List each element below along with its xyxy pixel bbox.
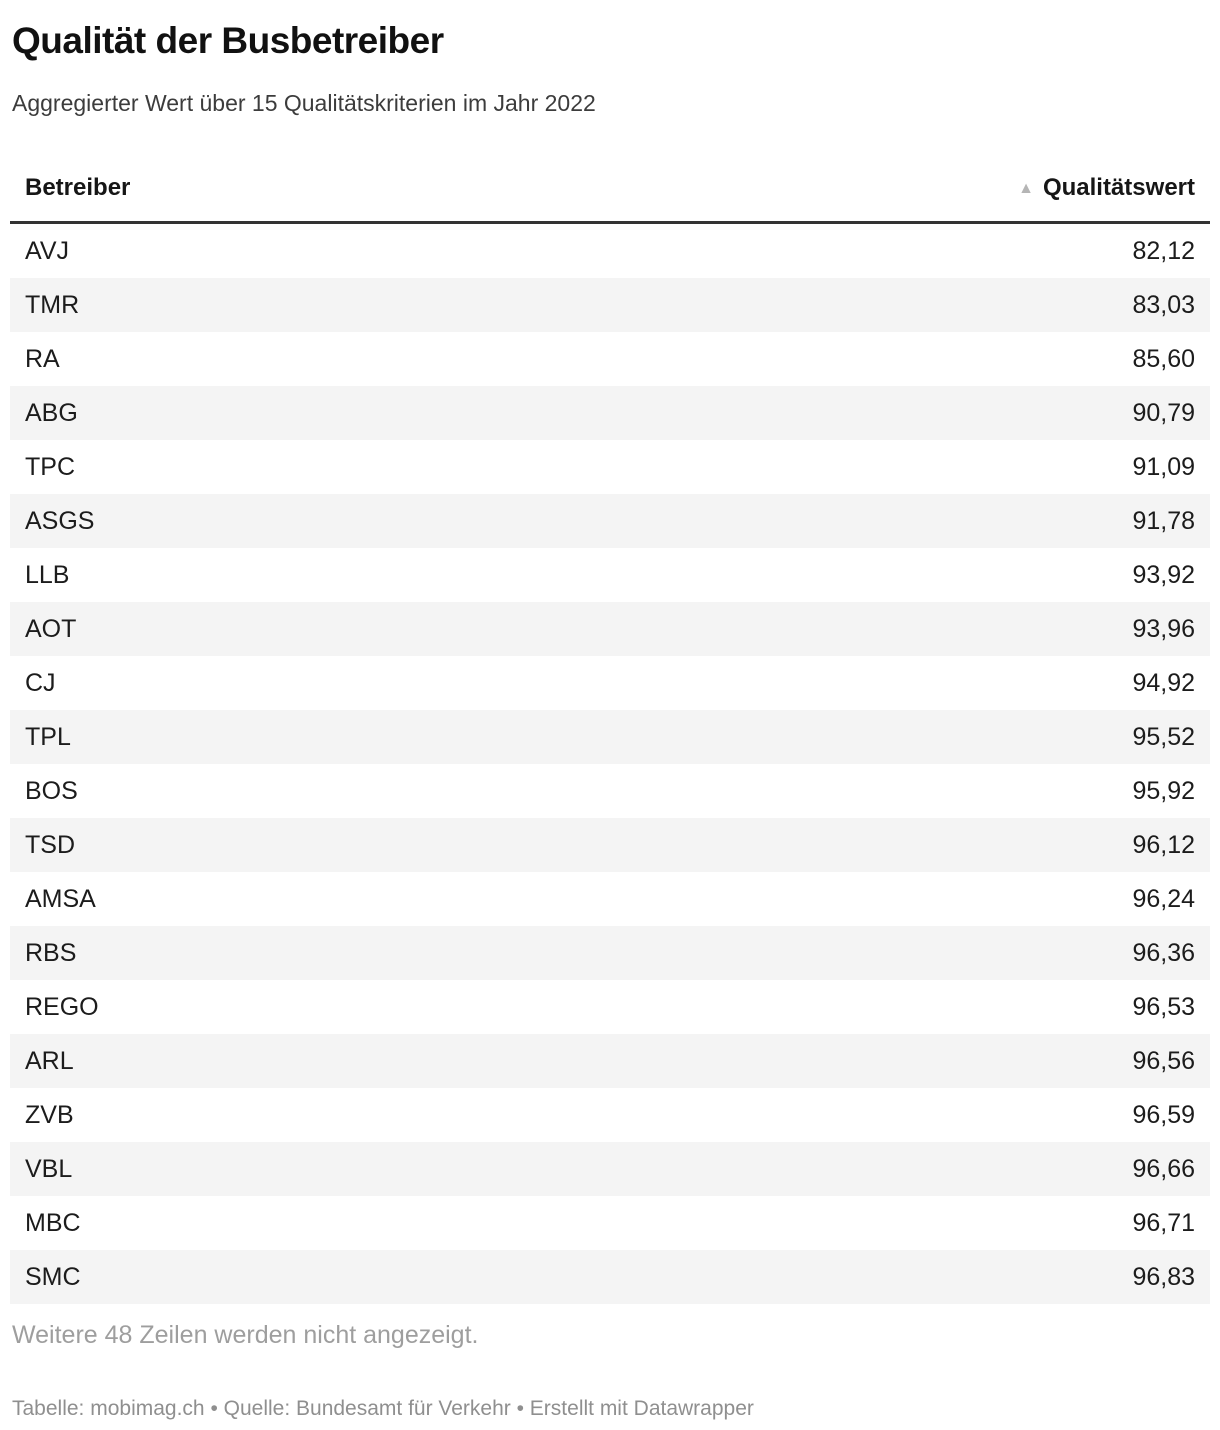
quality-value-cell: 83,03 xyxy=(1132,290,1195,319)
operator-cell: ZVB xyxy=(25,1100,74,1129)
column-header-betreiber-label: Betreiber xyxy=(25,174,131,201)
table-header-row: Betreiber ▲ Qualitätswert xyxy=(10,168,1210,224)
operator-cell: TPL xyxy=(25,722,71,751)
quality-value-cell: 96,66 xyxy=(1132,1154,1195,1183)
quality-value-cell: 82,12 xyxy=(1132,236,1195,265)
table-row: ARL 96,56 xyxy=(10,1034,1210,1088)
table-row: TPC 91,09 xyxy=(10,440,1210,494)
table-body: AVJ 82,12 TMR 83,03 RA 85,60 ABG 90,79 TPC 91,09 A… xyxy=(10,223,1210,1304)
table-row: TSD 96,12 xyxy=(10,818,1210,872)
quality-value-cell: 96,56 xyxy=(1132,1046,1195,1075)
quality-value-cell: 96,53 xyxy=(1132,992,1195,1021)
operator-cell: ARL xyxy=(25,1046,74,1075)
operator-cell: AVJ xyxy=(25,236,69,265)
quality-value-cell: 93,96 xyxy=(1132,614,1195,643)
table-row: BOS 95,92 xyxy=(10,764,1210,818)
table-header: Betreiber ▲ Qualitätswert xyxy=(10,168,1210,224)
operator-cell: ABG xyxy=(25,398,78,427)
attribution-link[interactable]: mobimag.ch xyxy=(90,1397,205,1420)
sort-ascending-icon: ▲ xyxy=(1018,180,1034,197)
table-row: VBL 96,66 xyxy=(10,1142,1210,1196)
table-row: LLB 93,92 xyxy=(10,548,1210,602)
column-header-qualitaetswert-label: Qualitätswert xyxy=(1042,174,1195,201)
operator-cell: RA xyxy=(25,344,60,373)
table-row: AMSA 96,24 xyxy=(10,872,1210,926)
hidden-rows-note: Weitere 48 Zeilen werden nicht angezeigt… xyxy=(12,1321,479,1349)
operator-cell: TMR xyxy=(25,290,80,319)
quality-value-cell: 96,36 xyxy=(1132,938,1195,967)
attribution-text: • Quelle: Bundesamt für Verkehr • Erstel… xyxy=(204,1397,634,1420)
quality-value-cell: 96,24 xyxy=(1132,884,1195,913)
operator-cell: CJ xyxy=(25,668,56,697)
table-row: MBC 96,71 xyxy=(10,1196,1210,1250)
chart-subtitle: Aggregierter Wert über 15 Qualitätskrite… xyxy=(12,90,596,116)
operator-cell: AOT xyxy=(25,614,77,643)
table-row: REGO 96,53 xyxy=(10,980,1210,1034)
quality-value-cell: 96,71 xyxy=(1132,1208,1195,1237)
quality-value-cell: 85,60 xyxy=(1132,344,1195,373)
attribution-line: Tabelle: mobimag.ch • Quelle: Bundesamt … xyxy=(12,1396,1210,1422)
table-row: TMR 83,03 xyxy=(10,278,1210,332)
quality-table: Betreiber ▲ Qualitätswert AVJ 82,12 TMR 83,0… xyxy=(10,168,1210,1304)
table-row: SMC 96,83 xyxy=(10,1250,1210,1304)
operator-cell: ASGS xyxy=(25,506,95,535)
operator-cell: RBS xyxy=(25,938,77,967)
operator-cell: TSD xyxy=(25,830,75,859)
operator-cell: VBL xyxy=(25,1154,73,1183)
table-row: CJ 94,92 xyxy=(10,656,1210,710)
operator-cell: MBC xyxy=(25,1208,81,1237)
quality-value-cell: 91,09 xyxy=(1132,452,1195,481)
quality-value-cell: 96,12 xyxy=(1132,830,1195,859)
table-row: AVJ 82,12 xyxy=(10,223,1210,279)
table-row: ABG 90,79 xyxy=(10,386,1210,440)
column-header-betreiber[interactable]: Betreiber xyxy=(10,168,610,224)
column-header-qualitaetswert[interactable]: ▲ Qualitätswert xyxy=(610,168,1210,224)
table-row: RBS 96,36 xyxy=(10,926,1210,980)
quality-value-cell: 96,59 xyxy=(1132,1100,1195,1129)
table-row: AOT 93,96 xyxy=(10,602,1210,656)
quality-value-cell: 95,92 xyxy=(1132,776,1195,805)
quality-value-cell: 95,52 xyxy=(1132,722,1195,751)
operator-cell: REGO xyxy=(25,992,99,1021)
table-row: ASGS 91,78 xyxy=(10,494,1210,548)
attribution-link[interactable]: Datawrapper xyxy=(633,1397,754,1420)
table-row: TPL 95,52 xyxy=(10,710,1210,764)
operator-cell: AMSA xyxy=(25,884,96,913)
table-row: ZVB 96,59 xyxy=(10,1088,1210,1142)
quality-value-cell: 94,92 xyxy=(1132,668,1195,697)
chart-title: Qualität der Busbetreiber xyxy=(12,20,444,61)
table-row: RA 85,60 xyxy=(10,332,1210,386)
attribution-text: Tabelle: xyxy=(12,1397,91,1420)
operator-cell: TPC xyxy=(25,452,75,481)
quality-value-cell: 93,92 xyxy=(1132,560,1195,589)
quality-value-cell: 91,78 xyxy=(1132,506,1195,535)
operator-cell: BOS xyxy=(25,776,78,805)
operator-cell: SMC xyxy=(25,1262,81,1291)
operator-cell: LLB xyxy=(25,560,70,589)
quality-value-cell: 90,79 xyxy=(1132,398,1195,427)
quality-value-cell: 96,83 xyxy=(1132,1262,1195,1291)
